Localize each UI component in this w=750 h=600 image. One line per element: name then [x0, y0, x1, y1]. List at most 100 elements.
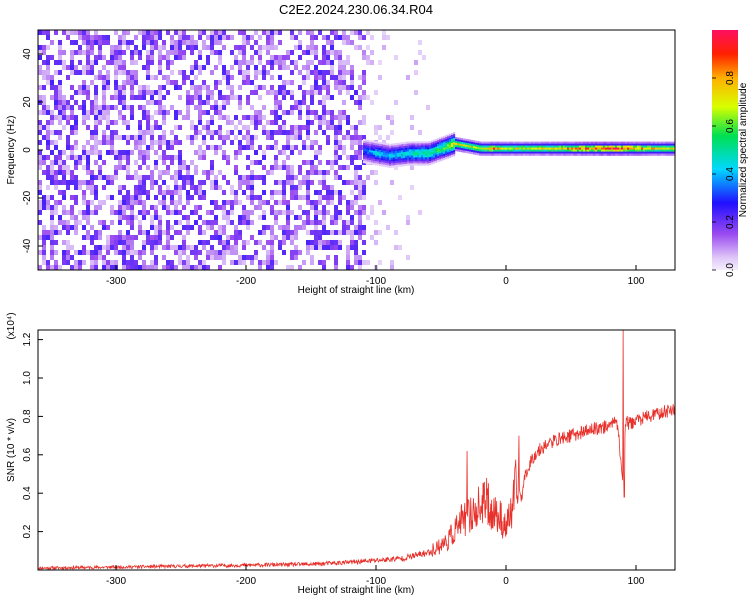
spectrogram-cell — [286, 215, 290, 220]
spectrogram-cell — [230, 200, 234, 205]
spectrogram-signal-cell — [477, 149, 480, 152]
spectrogram-signal-cell — [655, 141, 658, 144]
spectrogram-cell — [46, 185, 50, 190]
spectrogram-cell — [234, 95, 238, 100]
spectrogram-cell — [258, 60, 262, 65]
spectrogram-signal-cell — [453, 148, 456, 151]
spectrogram-cell — [38, 185, 42, 190]
spectrogram-cell — [50, 245, 54, 250]
spectrogram-cell — [370, 205, 374, 210]
spectrogram-cell — [234, 240, 238, 245]
spectrogram-signal-cell — [517, 143, 520, 146]
spectrogram-cell — [370, 35, 374, 40]
spectrogram-signal-cell — [559, 141, 562, 144]
spectrogram-signal-cell — [405, 163, 408, 167]
spectrogram-signal-cell — [423, 153, 426, 156]
spectrogram-signal-cell — [439, 143, 442, 146]
spectrogram-cell — [294, 175, 298, 180]
spectrogram-signal-cell — [445, 143, 448, 146]
spectrogram-cell — [106, 250, 110, 255]
spectrogram-cell — [218, 110, 222, 115]
spectrogram-cell — [334, 30, 338, 35]
spectrogram-cell — [302, 260, 306, 265]
spectrogram-cell — [178, 55, 182, 60]
spectrogram-cell — [130, 150, 134, 155]
spectrogram-cell — [274, 115, 278, 120]
spectrogram-cell — [38, 200, 42, 205]
spectrogram-cell — [346, 200, 350, 205]
spectrogram-cell — [54, 145, 58, 150]
spectrogram-cell — [130, 205, 134, 210]
spectrogram-signal-cell — [363, 153, 366, 156]
spectrogram-cell — [62, 210, 66, 215]
spectrogram-cell — [46, 135, 50, 140]
snr-background — [38, 330, 675, 570]
spectrogram-cell — [98, 50, 102, 55]
spectrogram-cell — [358, 135, 362, 140]
spectrogram-cell — [94, 265, 98, 270]
spectrogram-signal-cell — [669, 153, 672, 156]
spectrogram-cell — [338, 200, 342, 205]
spectrogram-cell — [270, 245, 274, 250]
spectrogram-cell — [42, 170, 46, 175]
spectrogram-cell — [202, 180, 206, 185]
spectrogram-cell — [130, 110, 134, 115]
spectrogram-cell — [166, 75, 170, 80]
spectrogram-cell — [42, 70, 46, 75]
spectrogram-cell — [206, 175, 210, 180]
spectrogram-signal-cell — [371, 160, 374, 163]
spectrogram-cell — [66, 250, 70, 255]
spectrogram-signal-cell — [637, 149, 640, 152]
spectrogram-cell — [214, 105, 218, 110]
spectrogram-signal-cell — [587, 143, 590, 146]
spectrogram-cell — [414, 70, 418, 75]
spectrogram-cell — [182, 250, 186, 255]
spectrogram-signal-cell — [419, 157, 422, 160]
spectrogram-signal-cell — [387, 153, 390, 156]
spectrogram-cell — [294, 195, 298, 200]
spectrogram-cell — [270, 260, 274, 265]
spectrogram-cell — [58, 180, 62, 185]
spectrogram-signal-cell — [377, 157, 380, 160]
spectrogram-cell — [154, 210, 158, 215]
spectrogram-signal-cell — [367, 143, 370, 146]
spectrogram-cell — [158, 220, 162, 225]
spectrogram-cell — [58, 230, 62, 235]
spectrogram-cell — [78, 250, 82, 255]
spectrogram-signal-cell — [661, 151, 664, 154]
spectrogram-signal-cell — [403, 162, 406, 165]
spectrogram-cell — [210, 250, 214, 255]
spectrogram-signal-cell — [455, 138, 458, 142]
spectrogram-signal-cell — [567, 143, 570, 146]
spectrogram-cell — [214, 35, 218, 40]
spectrogram-cell — [274, 130, 278, 135]
spectrogram-signal-cell — [481, 141, 484, 144]
spectrogram-cell — [82, 200, 86, 205]
spectrogram-cell — [306, 250, 310, 255]
spectrogram-signal-cell — [579, 151, 582, 154]
spectrogram-cell — [110, 260, 114, 265]
spectrogram-signal-cell — [385, 149, 388, 152]
spectrogram-cell — [338, 140, 342, 145]
spectrogram-signal-cell — [531, 147, 534, 150]
spectrogram-cell — [66, 210, 70, 215]
spectrogram-signal-cell — [511, 151, 514, 154]
spectrogram-signal-cell — [461, 140, 464, 143]
spectrogram-cell — [146, 55, 150, 60]
spectrogram-signal-cell — [413, 155, 416, 158]
spectrogram-signal-cell — [389, 143, 392, 146]
spectrogram-signal-cell — [423, 147, 426, 150]
spectrogram-signal-cell — [671, 151, 674, 154]
spectrogram-cell — [82, 195, 86, 200]
spectrogram-signal-cell — [591, 151, 594, 154]
spectrogram-cell — [338, 190, 342, 195]
spectrogram-cell — [194, 40, 198, 45]
spectrogram-cell — [346, 245, 350, 250]
spectrogram-cell — [46, 70, 50, 75]
spectrogram-signal-cell — [489, 141, 492, 144]
spectrogram-cell — [318, 75, 322, 80]
spectrogram-signal-cell — [413, 159, 416, 162]
spectrogram-cell — [358, 230, 362, 235]
spectrogram-cell — [38, 180, 42, 185]
spectrogram-signal-cell — [409, 161, 412, 164]
